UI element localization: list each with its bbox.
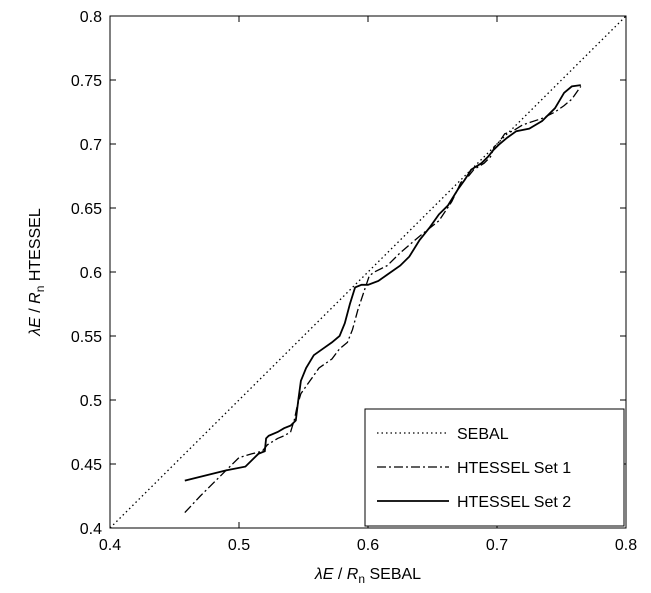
y-tick-label: 0.7: [80, 137, 102, 154]
x-label-slash: /: [333, 566, 346, 583]
x-tick-label: 0.8: [615, 537, 637, 554]
legend: SEBAL HTESSEL Set 1 HTESSEL Set 2: [364, 408, 625, 527]
y-label-lambda: λ: [27, 328, 44, 337]
legend-box: [364, 408, 625, 527]
x-label-r: R: [347, 566, 359, 583]
series-line-htessel-set-2: [184, 84, 581, 482]
legend-entry-label: HTESSEL Set 1: [457, 460, 571, 477]
y-tick-label: 0.55: [71, 329, 102, 346]
x-tick-label: 0.6: [357, 537, 379, 554]
y-tick-label: 0.65: [71, 201, 102, 218]
ticks-layer: 0.4 0.5 0.6 0.7 0.8 0.4 0.45 0.5 0.55 0.6 0.65 0.7 0…: [71, 9, 637, 554]
x-tick-label: 0.4: [99, 537, 121, 554]
x-label-lambda: λ: [314, 566, 323, 583]
x-label-sub: n: [358, 572, 365, 586]
x-tick-label: 0.5: [228, 537, 250, 554]
x-label-suffix: SEBAL: [365, 566, 421, 583]
y-label-r: R: [27, 292, 44, 304]
y-tick-label: 0.45: [71, 457, 102, 474]
legend-entry-label: HTESSEL Set 2: [457, 494, 571, 511]
legend-entry-label: SEBAL: [457, 426, 509, 443]
y-label-slash: /: [27, 304, 44, 317]
y-axis-label: λE / Rn HTESSEL: [27, 208, 47, 337]
y-tick-label: 0.4: [80, 521, 102, 538]
y-label-sub: n: [33, 286, 47, 293]
x-label-e: E: [323, 566, 334, 583]
series-line-htessel-set-1: [184, 86, 582, 514]
x-tick-label: 0.7: [486, 537, 508, 554]
y-label-suffix: HTESSEL: [27, 208, 44, 285]
y-tick-label: 0.75: [71, 73, 102, 90]
y-tick-label: 0.6: [80, 265, 102, 282]
y-tick-label: 0.5: [80, 393, 102, 410]
y-tick-label: 0.8: [80, 9, 102, 26]
y-label-e: E: [27, 317, 44, 328]
x-axis-label: λE / Rn SEBAL: [314, 566, 421, 586]
series-layer: [109, 15, 627, 529]
